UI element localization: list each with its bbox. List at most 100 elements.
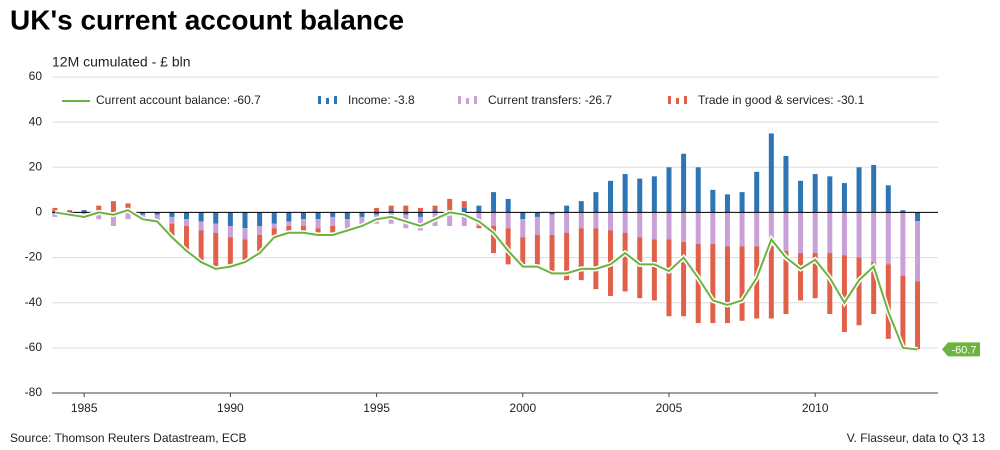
bar (505, 198, 511, 213)
bar (622, 174, 628, 213)
bar (724, 194, 730, 213)
bar (505, 228, 511, 265)
bar (798, 253, 804, 301)
bar (271, 212, 277, 224)
y-tick-label: 40 (29, 114, 43, 128)
bar (213, 212, 219, 224)
bar (666, 167, 672, 213)
bar (344, 212, 350, 220)
bar (96, 212, 102, 220)
bar (184, 212, 190, 220)
bar (564, 205, 570, 213)
bar (315, 228, 321, 235)
bar (330, 225, 336, 235)
bar (651, 212, 657, 240)
bar (593, 228, 599, 290)
bar (257, 235, 263, 254)
x-tick-label: 2000 (509, 401, 536, 415)
bar (915, 281, 921, 350)
bar (213, 232, 219, 269)
credit: V. Flasseur, data to Q3 13 (847, 431, 986, 445)
bar (681, 212, 687, 242)
bar (856, 212, 862, 258)
bar (768, 133, 774, 213)
bar (300, 219, 306, 226)
bar (798, 180, 804, 213)
bar (169, 212, 175, 217)
y-tick-label: 0 (35, 205, 42, 219)
bar (593, 212, 599, 229)
bar (520, 212, 526, 220)
bar (783, 156, 789, 213)
bars (52, 133, 921, 351)
line (54, 209, 918, 351)
end-label: -60.7 (951, 344, 976, 356)
bar (257, 212, 263, 226)
bar (432, 205, 438, 211)
x-tick-label: 2010 (802, 401, 829, 415)
bar (417, 212, 423, 217)
bar (666, 239, 672, 317)
end-tag (942, 342, 980, 357)
bar (403, 205, 409, 213)
bar (637, 212, 643, 238)
x-tick-label: 2005 (656, 401, 683, 415)
bar (841, 183, 847, 213)
bar (593, 192, 599, 213)
bar (768, 212, 774, 247)
chart-title: UK's current account balance (10, 4, 404, 35)
bar (578, 228, 584, 281)
bar (812, 174, 818, 213)
y-tick-label: -80 (25, 385, 43, 399)
bar (783, 250, 789, 314)
bar (841, 212, 847, 256)
bar (564, 212, 570, 233)
legend-label: Trade in good & services: -30.1 (698, 93, 865, 107)
bar (871, 165, 877, 213)
bar (900, 212, 906, 276)
subtitle: 12M cumulated - £ bln (52, 54, 191, 70)
bar (154, 212, 160, 215)
bar (651, 176, 657, 213)
bar (491, 192, 497, 213)
bar (812, 212, 818, 254)
x-tick-label: 1990 (217, 401, 244, 415)
bar (110, 201, 116, 213)
y-tick-label: -40 (25, 295, 43, 309)
bar (125, 203, 131, 211)
y-tick-label: -60 (25, 340, 43, 354)
bar (242, 239, 248, 263)
bar (534, 235, 540, 267)
bar (695, 167, 701, 213)
bar (549, 214, 555, 235)
bar (637, 178, 643, 213)
bar (286, 225, 292, 233)
bar (169, 216, 175, 224)
legend-swatch (668, 96, 671, 104)
bar (242, 212, 248, 229)
bar (242, 228, 248, 240)
bar (900, 275, 906, 351)
legend-swatch (466, 98, 469, 104)
bar (198, 230, 204, 263)
y-tick-label: 60 (29, 69, 43, 83)
bar (476, 205, 482, 213)
legend-label: Current transfers: -26.7 (488, 93, 612, 107)
bar (695, 212, 701, 245)
bar (286, 212, 292, 222)
legend-label: Current account balance: -60.7 (96, 93, 261, 107)
bar (841, 255, 847, 333)
bar (681, 241, 687, 317)
bar (637, 237, 643, 299)
bar (461, 207, 467, 213)
bar (827, 176, 833, 213)
bar (871, 212, 877, 263)
bar (286, 221, 292, 226)
bar (359, 212, 365, 217)
bar (184, 219, 190, 226)
bar (549, 235, 555, 274)
bar (154, 214, 160, 220)
bar (564, 232, 570, 281)
bar (476, 225, 482, 229)
bar (739, 212, 745, 247)
